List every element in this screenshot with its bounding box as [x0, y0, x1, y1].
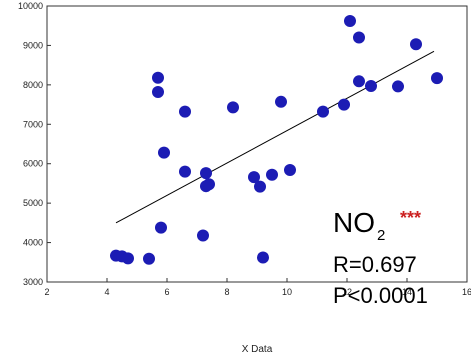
x-tick-label: 4 [104, 287, 109, 297]
data-point [338, 98, 350, 111]
data-point [122, 252, 134, 265]
data-point [152, 85, 164, 98]
data-point [317, 105, 329, 118]
data-point [197, 229, 209, 242]
data-point [227, 101, 239, 114]
data-point [275, 95, 287, 108]
y-tick-label: 9000 [23, 40, 43, 50]
data-point [200, 167, 212, 180]
data-point [143, 252, 155, 265]
y-tick-label: 7000 [23, 119, 43, 129]
annotation-r-value: R=0.697 [333, 252, 417, 277]
x-axis-label: X Data [242, 344, 273, 355]
x-tick-label: 12 [342, 287, 352, 297]
data-point [152, 71, 164, 84]
data-point [284, 164, 296, 177]
y-tick-label: 8000 [23, 80, 43, 90]
regression-line [115, 50, 435, 224]
data-point [179, 165, 191, 178]
data-point [155, 221, 167, 234]
data-point [203, 178, 215, 191]
data-point [431, 72, 443, 85]
data-point [365, 80, 377, 93]
annotation-p-value: P<0.0001 [333, 283, 428, 308]
y-tick-label: 6000 [23, 159, 43, 169]
data-point [392, 80, 404, 93]
plot-area-frame [46, 5, 468, 283]
x-tick-label: 16 [462, 287, 471, 297]
x-axis-ticks: 2 4 6 8 10 12 14 16 [44, 278, 471, 297]
data-point [410, 38, 422, 51]
data-point [344, 14, 356, 27]
data-point [353, 31, 365, 44]
significance-stars: *** [400, 208, 421, 228]
y-tick-label: 10000 [18, 1, 43, 11]
data-point [179, 105, 191, 118]
x-tick-label: 2 [44, 287, 49, 297]
y-tick-label: 4000 [23, 238, 43, 248]
annotation-subscript: 2 [377, 227, 385, 244]
annotation-compound: NO [333, 207, 375, 238]
x-tick-label: 6 [164, 287, 169, 297]
x-tick-label: 10 [282, 287, 292, 297]
annotation-block: NO 2 *** R=0.697 P<0.0001 [333, 207, 428, 308]
data-point [257, 251, 269, 264]
y-tick-label: 5000 [23, 198, 43, 208]
y-axis-ticks: 3000 4000 5000 6000 7000 8000 9000 10000 [18, 1, 51, 287]
data-points [110, 14, 443, 265]
data-point [248, 171, 260, 184]
data-point [254, 180, 266, 193]
x-tick-label: 14 [402, 287, 412, 297]
x-tick-label: 8 [224, 287, 229, 297]
data-point [158, 146, 170, 159]
data-point [266, 168, 278, 181]
y-tick-label: 3000 [23, 277, 43, 287]
data-point [353, 75, 365, 88]
